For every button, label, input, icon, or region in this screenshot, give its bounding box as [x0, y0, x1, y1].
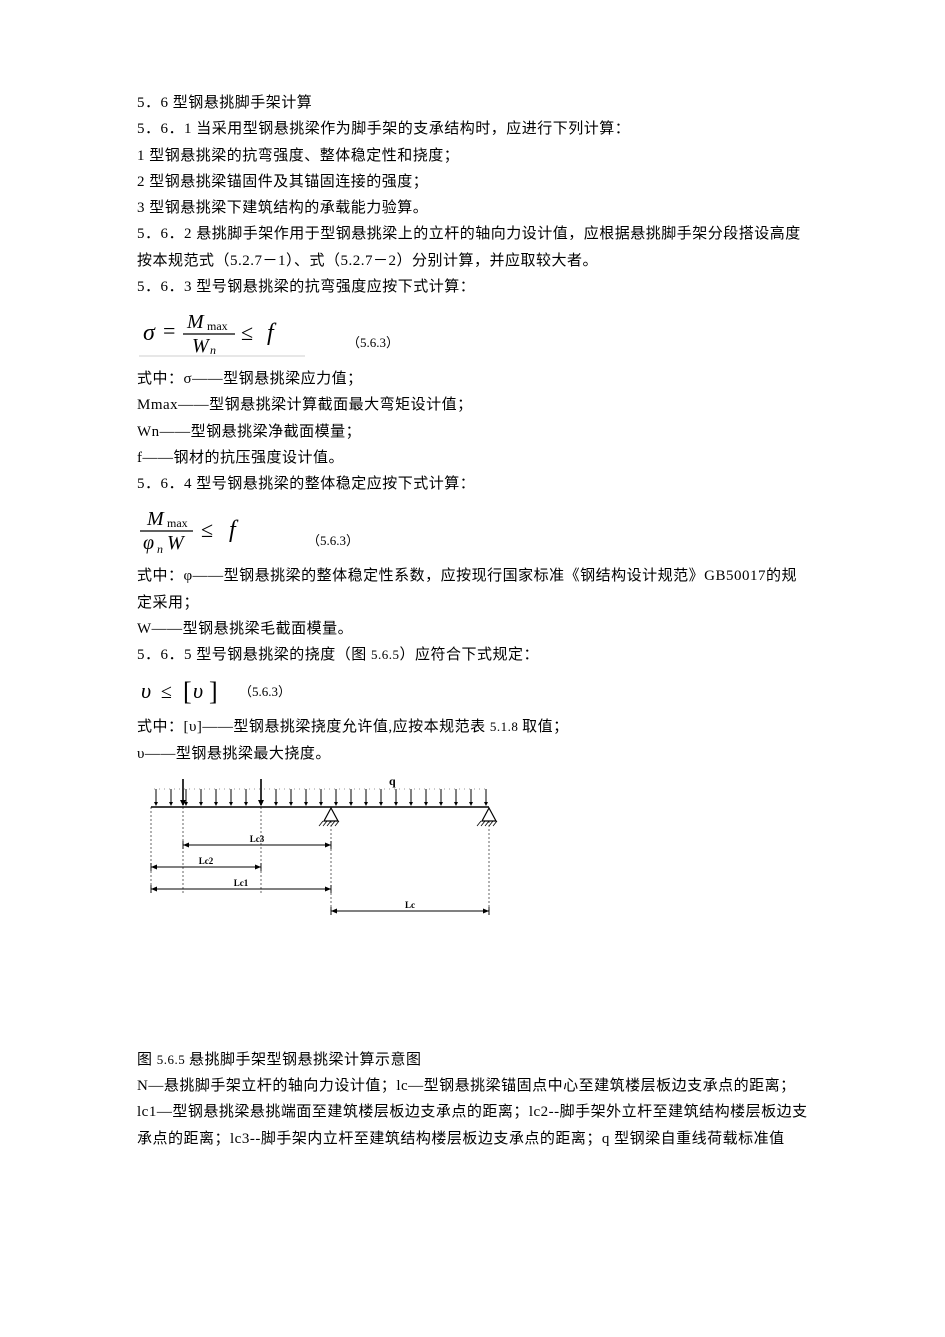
para-5-6-4: 5．6．4 型号钢悬挑梁的整体稳定应按下式计算：: [137, 471, 808, 497]
svg-text:Lc1: Lc1: [234, 878, 249, 888]
def-upsilon-bracket: 式中：[υ]——型钢悬挑梁挠度允许值,应按本规范表 5.1.8 取值；: [137, 714, 808, 740]
figure-caption-c: 悬挑脚手架型钢悬挑梁计算示意图: [189, 1052, 422, 1068]
formula-5-6-4-stability: M max φ n W ≤ f （5.6.3）: [137, 505, 808, 555]
upsilon-2: υ: [193, 678, 203, 703]
le-symbol-2: ≤: [201, 517, 213, 542]
right-bracket: ]: [209, 677, 218, 706]
wn-sub: n: [210, 343, 216, 357]
para-5-6-1: 5．6．1 当采用型钢悬挑梁作为脚手架的支承结构时，应进行下列计算：: [137, 116, 808, 142]
upsilon-1: υ: [141, 678, 151, 703]
beam-diagram: N Nq Lc3 Lc2 Lc1 Lc: [141, 777, 808, 927]
wn-w: W: [192, 335, 211, 357]
def-mmax: Mmax——型钢悬挑梁计算截面最大弯矩设计值；: [137, 392, 808, 418]
w-symbol-2: W: [167, 532, 186, 554]
f-symbol-2: f: [229, 517, 239, 543]
formula-5-6-3-bending: σ = M max W n ≤ f （5.6.3）: [137, 308, 808, 358]
mmax-m-2: M: [146, 508, 165, 530]
le-symbol-3: ≤: [161, 681, 172, 703]
mmax-sub-2: max: [167, 516, 188, 530]
svg-text:q: q: [389, 777, 396, 788]
para-5-6-2: 5．6．2 悬挑脚手架作用于型钢悬挑梁上的立杆的轴向力设计值，应根据悬挑脚手架分…: [137, 221, 808, 274]
def-phi: 式中：φ——型钢悬挑梁的整体稳定性系数，应按现行国家标准《钢结构设计规范》GB5…: [137, 563, 808, 616]
figure-caption: 图 5.6.5 悬挑脚手架型钢悬挑梁计算示意图: [137, 1047, 808, 1073]
sigma-symbol: σ: [143, 320, 156, 346]
def-upsilon-bracket-b: 5.1.8: [490, 719, 522, 734]
spacer: [137, 927, 808, 1047]
def-upsilon-bracket-a: 式中：[υ]——型钢悬挑梁挠度允许值,应按本规范表: [137, 719, 490, 735]
para-5-6-5: 5．6．5 型号钢悬挑梁的挠度（图 5.6.5）应符合下式规定：: [137, 642, 808, 668]
formula-svg-1: σ = M max W n ≤ f: [137, 308, 307, 358]
equals-symbol: =: [163, 318, 175, 343]
mmax-m: M: [186, 311, 205, 333]
figure-legend: N—悬挑脚手架立杆的轴向力设计值；lc—型钢悬挑梁锚固点中心至建筑楼层板边支承点…: [137, 1073, 808, 1152]
para-item-2: 2 型钢悬挑梁锚固件及其锚固连接的强度；: [137, 169, 808, 195]
svg-text:N: N: [179, 777, 188, 778]
equation-number-3: （5.6.3）: [239, 681, 291, 707]
para-5-6-5-c: ）应符合下式规定：: [400, 647, 540, 663]
svg-text:N: N: [257, 777, 266, 778]
def-wn: Wn——型钢悬挑梁净截面模量；: [137, 419, 808, 445]
para-5-6-5-b: 5.6.5: [371, 647, 400, 662]
equation-number-1: （5.6.3）: [347, 332, 399, 358]
beam-diagram-svg: N Nq Lc3 Lc2 Lc1 Lc: [141, 777, 501, 927]
f-symbol-1: f: [267, 320, 277, 346]
formula-svg-3: υ ≤ [ υ ]: [137, 676, 229, 706]
figure-caption-b: 5.6.5: [157, 1052, 189, 1067]
def-w: W——型钢悬挑梁毛截面模量。: [137, 616, 808, 642]
formula-5-6-5-deflection: υ ≤ [ υ ] （5.6.3）: [137, 676, 808, 706]
phi-symbol: φ: [143, 532, 154, 554]
def-sigma: 式中：σ——型钢悬挑梁应力值；: [137, 366, 808, 392]
para-item-3: 3 型钢悬挑梁下建筑结构的承载能力验算。: [137, 195, 808, 221]
svg-text:Lc2: Lc2: [199, 856, 214, 866]
le-symbol-1: ≤: [241, 320, 253, 345]
heading-5-6: 5．6 型钢悬挑脚手架计算: [137, 90, 808, 116]
para-item-1: 1 型钢悬挑梁的抗弯强度、整体稳定性和挠度；: [137, 143, 808, 169]
def-upsilon-bracket-c: 取值；: [522, 719, 569, 735]
left-bracket: [: [183, 677, 192, 706]
def-f: f——钢材的抗压强度设计值。: [137, 445, 808, 471]
phi-sub: n: [157, 542, 163, 555]
para-5-6-3: 5．6．3 型号钢悬挑梁的抗弯强度应按下式计算：: [137, 274, 808, 300]
svg-text:Lc3: Lc3: [250, 834, 265, 844]
document-page: 5．6 型钢悬挑脚手架计算 5．6．1 当采用型钢悬挑梁作为脚手架的支承结构时，…: [0, 0, 945, 1212]
equation-number-2: （5.6.3）: [307, 530, 359, 556]
mmax-sub: max: [207, 319, 228, 333]
svg-text:Lc: Lc: [405, 900, 415, 910]
formula-svg-2: M max φ n W ≤ f: [137, 505, 267, 555]
def-upsilon: υ——型钢悬挑梁最大挠度。: [137, 741, 808, 767]
para-5-6-5-a: 5．6．5 型号钢悬挑梁的挠度（图: [137, 647, 371, 663]
figure-caption-a: 图: [137, 1052, 157, 1068]
